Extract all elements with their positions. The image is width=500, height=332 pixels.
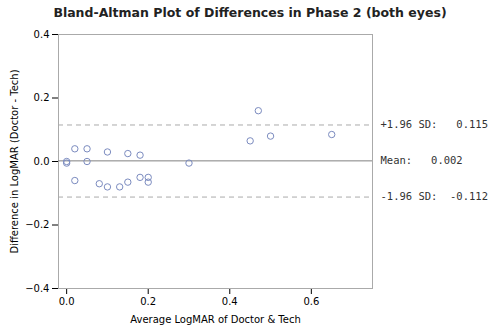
svg-text:0.4: 0.4: [34, 29, 50, 40]
svg-text:0.2: 0.2: [34, 92, 50, 103]
svg-text:-1.96 SD: -0.112: -1.96 SD: -0.112: [381, 190, 488, 202]
svg-text:0.2: 0.2: [140, 296, 156, 307]
svg-text:0.0: 0.0: [34, 156, 50, 167]
svg-text:Difference in LogMAR (Doctor -: Difference in LogMAR (Doctor - Tech): [9, 69, 20, 253]
svg-text:0.6: 0.6: [303, 296, 319, 307]
svg-text:−0.4: −0.4: [25, 283, 49, 294]
svg-text:0.4: 0.4: [222, 296, 238, 307]
html-text:Bland-Altman Plot of Differenc: Bland-Altman Plot of Differences in Phas…: [53, 5, 447, 20]
svg-text:Average LogMAR of Doctor & Tec: Average LogMAR of Doctor & Tech: [130, 314, 301, 325]
svg-text:0.0: 0.0: [59, 296, 75, 307]
svg-text:+1.96 SD: 0.115: +1.96 SD: 0.115: [381, 118, 488, 130]
svg-text:−0.2: −0.2: [25, 219, 49, 230]
svg-text:Mean: 0.002: Mean: 0.002: [381, 154, 463, 166]
